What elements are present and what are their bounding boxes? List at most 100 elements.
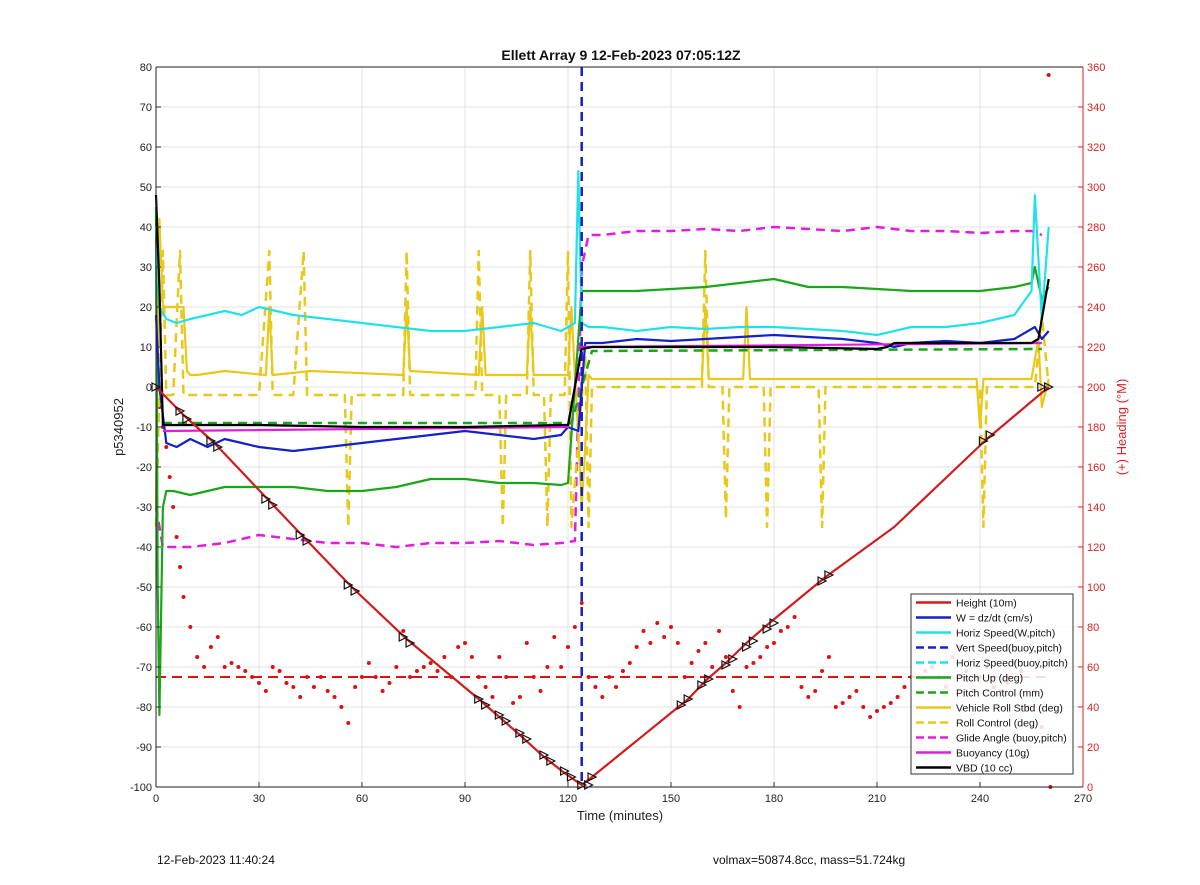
heading-point xyxy=(820,669,825,673)
legend-label: Horiz Speed(W,pitch) xyxy=(956,628,1055,640)
heading-point xyxy=(222,665,227,669)
legend-label: Height (10m) xyxy=(956,598,1017,610)
heading-point xyxy=(813,689,818,693)
legend-box xyxy=(910,593,1074,775)
heading-point xyxy=(167,475,172,479)
heading-point xyxy=(881,705,886,709)
heading-point xyxy=(442,655,447,659)
y-tick-label: 20 xyxy=(140,302,152,314)
height-marker xyxy=(302,536,313,546)
heading-point xyxy=(840,701,845,705)
heading-point xyxy=(332,695,337,699)
y-right-tick-label: 0 xyxy=(1087,782,1093,794)
heading-point xyxy=(202,665,207,669)
heading-point xyxy=(737,705,742,709)
heading-point xyxy=(517,695,522,699)
y-right-tick-label: 140 xyxy=(1087,502,1105,514)
x-tick-label: 180 xyxy=(765,793,783,805)
y-tick-label: -20 xyxy=(136,462,152,474)
heading-point xyxy=(655,621,660,625)
height-marker xyxy=(501,716,512,726)
x-axis-label: Time (minutes) xyxy=(577,808,663,823)
heading-point xyxy=(675,641,680,645)
x-tick-label: 240 xyxy=(971,793,989,805)
y-right-tick-label: 200 xyxy=(1087,382,1105,394)
heading-point xyxy=(164,445,169,449)
y-tick-label: -80 xyxy=(136,702,152,714)
heading-point xyxy=(178,565,183,569)
heading-point xyxy=(421,665,426,669)
heading-point xyxy=(171,505,176,509)
height-marker xyxy=(268,500,279,510)
heading-point xyxy=(689,661,694,665)
height-marker xyxy=(398,632,409,642)
heading-point xyxy=(469,655,474,659)
heading-point xyxy=(456,645,461,649)
heading-point xyxy=(181,595,186,599)
y-right-tick-label: 280 xyxy=(1087,222,1105,234)
legend-label: VBD (10 cc) xyxy=(956,763,1013,775)
legend-label: W = dz/dt (cm/s) xyxy=(956,613,1033,625)
legend-label: Glide Angle (buoy,pitch) xyxy=(956,733,1067,745)
x-tick-label: 270 xyxy=(1074,793,1092,805)
height-marker xyxy=(683,694,694,704)
height-marker xyxy=(343,580,354,590)
y-right-tick-label: 360 xyxy=(1087,62,1105,74)
y-right-tick-label: 260 xyxy=(1087,262,1105,274)
heading-point xyxy=(215,635,220,639)
heading-point xyxy=(339,705,344,709)
height-marker xyxy=(474,694,485,704)
heading-point xyxy=(826,655,831,659)
heading-point xyxy=(195,655,200,659)
height-marker xyxy=(261,494,272,504)
series-line xyxy=(162,347,1042,425)
heading-point xyxy=(277,669,282,673)
heading-point xyxy=(236,665,241,669)
heading-point xyxy=(875,709,879,713)
y-right-tick-label: 240 xyxy=(1087,302,1105,314)
legend: Height (10m) W = dz/dt (cm/s) Horiz Speed(… xyxy=(910,593,1074,775)
y-tick-label: 30 xyxy=(140,262,152,274)
height-marker xyxy=(824,570,835,580)
heading-point xyxy=(600,695,605,699)
heading-point xyxy=(325,689,330,693)
x-tick-label: 30 xyxy=(253,793,265,805)
heading-point xyxy=(229,661,234,665)
heading-point xyxy=(641,629,646,633)
heading-point xyxy=(270,665,275,669)
heading-point xyxy=(847,695,852,699)
heading-point xyxy=(566,645,570,649)
heading-point xyxy=(895,695,900,699)
height-marker xyxy=(206,436,217,446)
heading-point xyxy=(174,535,179,539)
heading-point xyxy=(730,689,735,693)
y-right-tick-label: 40 xyxy=(1087,702,1099,714)
heading-point xyxy=(703,641,708,645)
heading-point xyxy=(263,689,268,693)
y-right-tick-label: 20 xyxy=(1087,742,1099,754)
heading-point xyxy=(1046,73,1051,77)
height-marker xyxy=(182,414,193,424)
heading-point xyxy=(579,601,584,605)
y-tick-label: 50 xyxy=(140,182,152,194)
heading-point xyxy=(366,661,371,665)
heading-point xyxy=(614,685,619,689)
x-tick-label: 150 xyxy=(662,793,680,805)
series-line xyxy=(154,194,1050,429)
heading-point xyxy=(373,675,378,679)
heading-point xyxy=(394,665,399,669)
height-marker xyxy=(566,772,577,782)
chart-title: Ellett Array 9 12-Feb-2023 07:05:12Z xyxy=(501,47,741,63)
height-marker xyxy=(587,772,598,782)
y-tick-label: -30 xyxy=(136,502,152,514)
y-tick-label: 70 xyxy=(140,102,152,114)
heading-point xyxy=(854,689,859,693)
height-marker xyxy=(213,442,224,452)
y-right-tick-label: 60 xyxy=(1087,662,1099,674)
heading-point xyxy=(902,685,907,689)
heading-point xyxy=(552,635,557,639)
y-right-axis-label: (+) Heading (°M) xyxy=(1114,379,1129,476)
y-tick-label: -10 xyxy=(136,422,152,434)
y-tick-label: 80 xyxy=(140,62,152,74)
heading-point xyxy=(311,685,316,689)
